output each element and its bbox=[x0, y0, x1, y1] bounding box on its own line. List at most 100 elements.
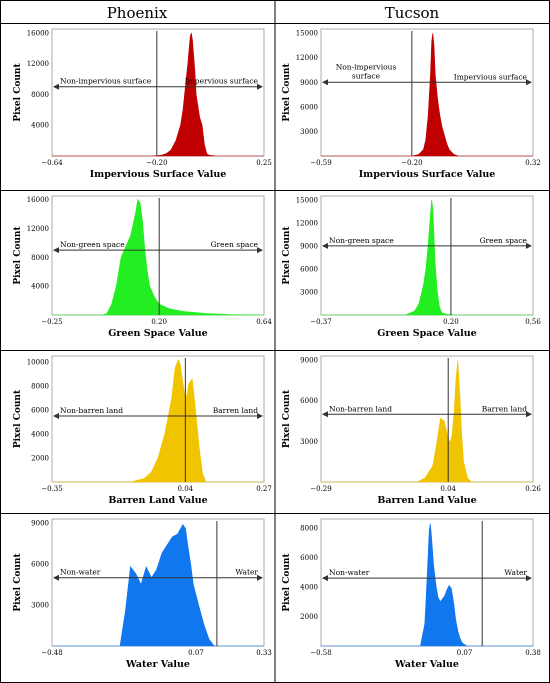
arrow-right-label: Water bbox=[504, 568, 527, 577]
y-tick-label: 8000 bbox=[31, 383, 49, 391]
y-axis-title: Pixel Count bbox=[282, 226, 292, 285]
x-axis-title: Water Value bbox=[125, 659, 190, 670]
chart-panels: Non-impervious surface Impervious surface… bbox=[13, 28, 541, 670]
x-axis-title: Green Space Value bbox=[108, 328, 207, 339]
chart-tuc-water: Non-water Water 2000 4000 6000 8000 −0.58 0.07 0… bbox=[282, 518, 541, 670]
arrow-left-label: Non-impervious surface bbox=[60, 77, 152, 86]
y-tick-label: 6000 bbox=[300, 554, 318, 562]
arrow-head-right bbox=[257, 413, 263, 419]
x-tick-label: 0.32 bbox=[525, 159, 541, 167]
y-tick-label: 6000 bbox=[31, 561, 49, 569]
arrow-right-label: Barren land bbox=[482, 404, 528, 413]
arrow-right-label: Green space bbox=[211, 240, 259, 249]
arrow-left-label: Non-barren land bbox=[329, 404, 392, 413]
arrow-head-left bbox=[53, 413, 59, 419]
arrow-head-right bbox=[526, 411, 532, 418]
y-tick-label: 2000 bbox=[31, 455, 49, 463]
y-tick-label: 8000 bbox=[31, 91, 49, 99]
x-tick-label: 0.20 bbox=[443, 318, 459, 326]
x-tick-label: 0.20 bbox=[151, 318, 167, 326]
y-tick-label: 6000 bbox=[300, 103, 318, 111]
y-tick-label: 3000 bbox=[300, 288, 318, 296]
y-tick-label: 4000 bbox=[300, 583, 318, 591]
chart-tuc-imp: Non-impervious surface Impervious surface 3… bbox=[282, 28, 541, 180]
arrow-head-left bbox=[322, 411, 328, 418]
arrow-left-label: Non-water bbox=[60, 568, 101, 577]
histogram-area bbox=[321, 360, 533, 483]
chart-phx-barren: Non-barren land Barren land 2000 4000 6000 80… bbox=[13, 355, 272, 506]
chart-tuc-barren: Non-barren land Barren land 3000 6000 9000 −0… bbox=[282, 355, 541, 506]
histogram-area bbox=[52, 523, 264, 647]
y-tick-label: 6000 bbox=[300, 397, 318, 405]
y-tick-label: 15000 bbox=[296, 196, 318, 204]
y-tick-label: 4000 bbox=[31, 431, 49, 439]
y-tick-label: 2000 bbox=[300, 613, 318, 621]
chart-phx-imp: Non-impervious surface Impervious surface… bbox=[13, 28, 272, 180]
x-tick-label: 0.64 bbox=[256, 318, 272, 326]
arrow-right-label: Impervious surface bbox=[185, 77, 259, 86]
arrow-left-label: Non-green space bbox=[329, 236, 394, 245]
y-tick-label: 8000 bbox=[31, 254, 49, 262]
x-tick-label: 0.27 bbox=[256, 485, 272, 493]
arrow-head-left bbox=[322, 79, 328, 86]
x-axis-title: Barren Land Value bbox=[377, 495, 476, 506]
x-tick-label: −0.64 bbox=[41, 159, 63, 167]
arrow-head-left bbox=[322, 575, 328, 582]
histogram-area bbox=[321, 33, 533, 157]
x-tick-label: −0.29 bbox=[310, 485, 331, 493]
x-tick-label: −0.48 bbox=[41, 649, 62, 657]
y-tick-label: 3000 bbox=[300, 438, 318, 446]
x-tick-label: −0.59 bbox=[310, 159, 331, 167]
y-axis-title: Pixel Count bbox=[282, 389, 292, 448]
chart-tuc-green: Non-green space Green space 3000 6000 9000 12… bbox=[282, 195, 541, 339]
y-tick-label: 9000 bbox=[300, 242, 318, 250]
y-tick-label: 16000 bbox=[27, 196, 49, 204]
x-tick-label: 0.33 bbox=[256, 649, 272, 657]
x-tick-label: −0.20 bbox=[401, 159, 422, 167]
arrow-head-left bbox=[53, 83, 59, 90]
arrow-head-right bbox=[257, 574, 263, 581]
y-tick-label: 6000 bbox=[31, 407, 49, 415]
y-tick-label: 9000 bbox=[31, 520, 49, 528]
y-tick-label: 12000 bbox=[27, 60, 49, 68]
histogram-area bbox=[52, 198, 265, 316]
y-tick-label: 9000 bbox=[300, 357, 318, 365]
y-axis-title: Pixel Count bbox=[13, 226, 23, 285]
arrow-head-right bbox=[257, 83, 263, 90]
x-axis-title: Impervious Surface Value bbox=[90, 169, 227, 180]
column-header-phoenix: Phoenix bbox=[107, 4, 168, 22]
arrow-head-right bbox=[526, 575, 532, 582]
x-tick-label: −0.37 bbox=[310, 318, 331, 326]
y-axis-title: Pixel Count bbox=[13, 389, 23, 448]
y-tick-label: 4000 bbox=[31, 122, 49, 130]
y-tick-label: 8000 bbox=[300, 524, 318, 532]
y-axis-title: Pixel Count bbox=[13, 553, 23, 612]
y-tick-label: 4000 bbox=[31, 283, 49, 291]
x-axis-title: Barren Land Value bbox=[108, 495, 207, 506]
x-tick-label: 0.38 bbox=[525, 649, 541, 657]
x-tick-label: 0.04 bbox=[440, 485, 456, 493]
y-tick-label: 12000 bbox=[27, 225, 49, 233]
arrow-left-label: Non-impervious surface bbox=[336, 62, 397, 80]
y-tick-label: 3000 bbox=[31, 602, 49, 610]
y-tick-label: 12000 bbox=[296, 219, 318, 227]
histogram-area bbox=[321, 199, 533, 316]
chart-phx-water: Non-water Water 3000 6000 9000 −0.48 0.07 0.33 W… bbox=[13, 518, 272, 670]
arrow-head-left bbox=[53, 247, 59, 254]
y-axis-title: Pixel Count bbox=[13, 63, 23, 122]
arrow-right-label: Barren land bbox=[213, 406, 259, 415]
histogram-area bbox=[321, 523, 533, 647]
y-tick-label: 12000 bbox=[296, 54, 318, 62]
x-axis-title: Water Value bbox=[394, 659, 459, 670]
x-axis-title: Impervious Surface Value bbox=[359, 169, 496, 180]
x-tick-label: −0.25 bbox=[41, 318, 62, 326]
arrow-head-right bbox=[526, 242, 532, 249]
x-tick-label: 0.07 bbox=[188, 649, 204, 657]
x-tick-label: −0.58 bbox=[310, 649, 331, 657]
y-axis-title: Pixel Count bbox=[282, 63, 292, 122]
histogram-area bbox=[52, 358, 264, 483]
histogram-area bbox=[52, 32, 264, 157]
x-axis-title: Green Space Value bbox=[377, 328, 476, 339]
y-tick-label: 16000 bbox=[27, 29, 49, 37]
